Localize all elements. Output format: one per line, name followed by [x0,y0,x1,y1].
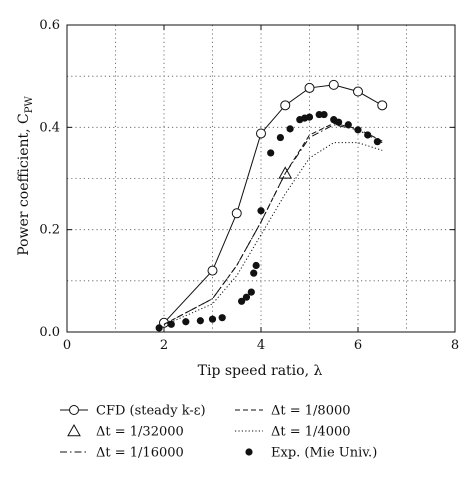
data-point-exp-mie-univ [167,320,175,328]
ticks-layer: 0 2 4 6 8 0.0 0.2 0.4 0.6 [39,18,459,353]
data-point-cfd-steady-k [377,100,388,111]
series-t-1-4000 [163,142,383,326]
data-point-exp-mie-univ [267,149,275,157]
data-point-exp-mie-univ [252,261,260,270]
grid-layer [67,25,455,332]
legend-item-cfd-steady-k: CFD (steady k-ε) [60,404,206,419]
y-axis-title: Power coefficient, CPW [16,96,35,256]
data-point-cfd-steady-k [353,86,363,97]
legend-item-exp-mie-univ: Exp. (Mie Univ.) [245,446,377,461]
x-tick-label: 0 [63,338,71,353]
legend-label: Δt = 1/8000 [271,404,351,419]
data-point-cfd-steady-k [207,265,218,276]
data-point-cfd-steady-k [328,79,339,90]
series-layer [155,79,388,332]
data-point-exp-mie-univ [247,288,255,296]
series-line-t-1-4000 [163,142,383,326]
y-tick-label: 0.4 [39,120,60,135]
x-axis-title: Tip speed ratio, λ [198,363,323,379]
legend-label: Δt = 1/4000 [271,425,351,440]
data-point-exp-mie-univ [276,133,284,142]
data-point-exp-mie-univ [242,293,251,301]
legend-item-t-1-4000: Δt = 1/4000 [235,425,351,440]
x-tick-label: 6 [354,338,362,353]
legend-swatch-marker [67,423,81,437]
x-tick-label: 8 [451,338,459,353]
data-point-exp-mie-univ [354,126,362,134]
data-point-cfd-steady-k [256,128,266,139]
legend-swatch-marker [245,448,253,456]
legend-swatch-marker [69,405,79,415]
legend-item-t-1-16000: Δt = 1/16000 [60,446,184,461]
data-point-exp-mie-univ [208,315,217,323]
legend-item-t-1-8000: Δt = 1/8000 [235,404,351,419]
legend-label: Δt = 1/16000 [96,446,184,461]
data-point-cfd-steady-k [231,208,242,219]
data-point-exp-mie-univ [373,138,381,146]
data-point-exp-mie-univ [335,118,343,126]
data-point-cfd-steady-k [304,82,315,93]
y-axis-title-sub: PW [24,96,35,114]
x-tick-label: 2 [160,338,168,353]
data-point-exp-mie-univ [305,113,314,121]
data-point-exp-mie-univ [344,121,352,129]
series-line-cfd-steady-k [163,84,383,324]
series-exp-mie-univ [155,110,381,332]
x-tick-label: 4 [257,338,265,353]
legend-label: Δt = 1/32000 [96,425,184,440]
y-axis-title-main: Power coefficient, C [16,113,32,256]
legend: CFD (steady k-ε) Δt = 1/32000 Δt = 1/16000… [60,404,377,461]
data-point-cfd-steady-k [280,100,291,111]
data-point-exp-mie-univ [182,318,190,326]
data-point-exp-mie-univ [364,131,372,139]
y-tick-label: 0.2 [39,223,60,238]
data-point-exp-mie-univ [320,110,328,119]
series-cfd-steady-k [159,79,388,328]
legend-item-t-1-32000: Δt = 1/32000 [67,423,184,440]
data-point-exp-mie-univ [238,297,246,305]
data-point-exp-mie-univ [218,314,226,322]
data-point-exp-mie-univ [286,125,294,133]
y-tick-label: 0.6 [39,18,60,33]
legend-label: Exp. (Mie Univ.) [271,446,377,461]
data-point-exp-mie-univ [257,207,265,215]
data-point-exp-mie-univ [155,324,163,332]
data-point-exp-mie-univ [250,269,258,277]
legend-label: CFD (steady k-ε) [96,404,206,419]
y-tick-label: 0.0 [39,325,60,340]
data-point-exp-mie-univ [196,317,204,325]
